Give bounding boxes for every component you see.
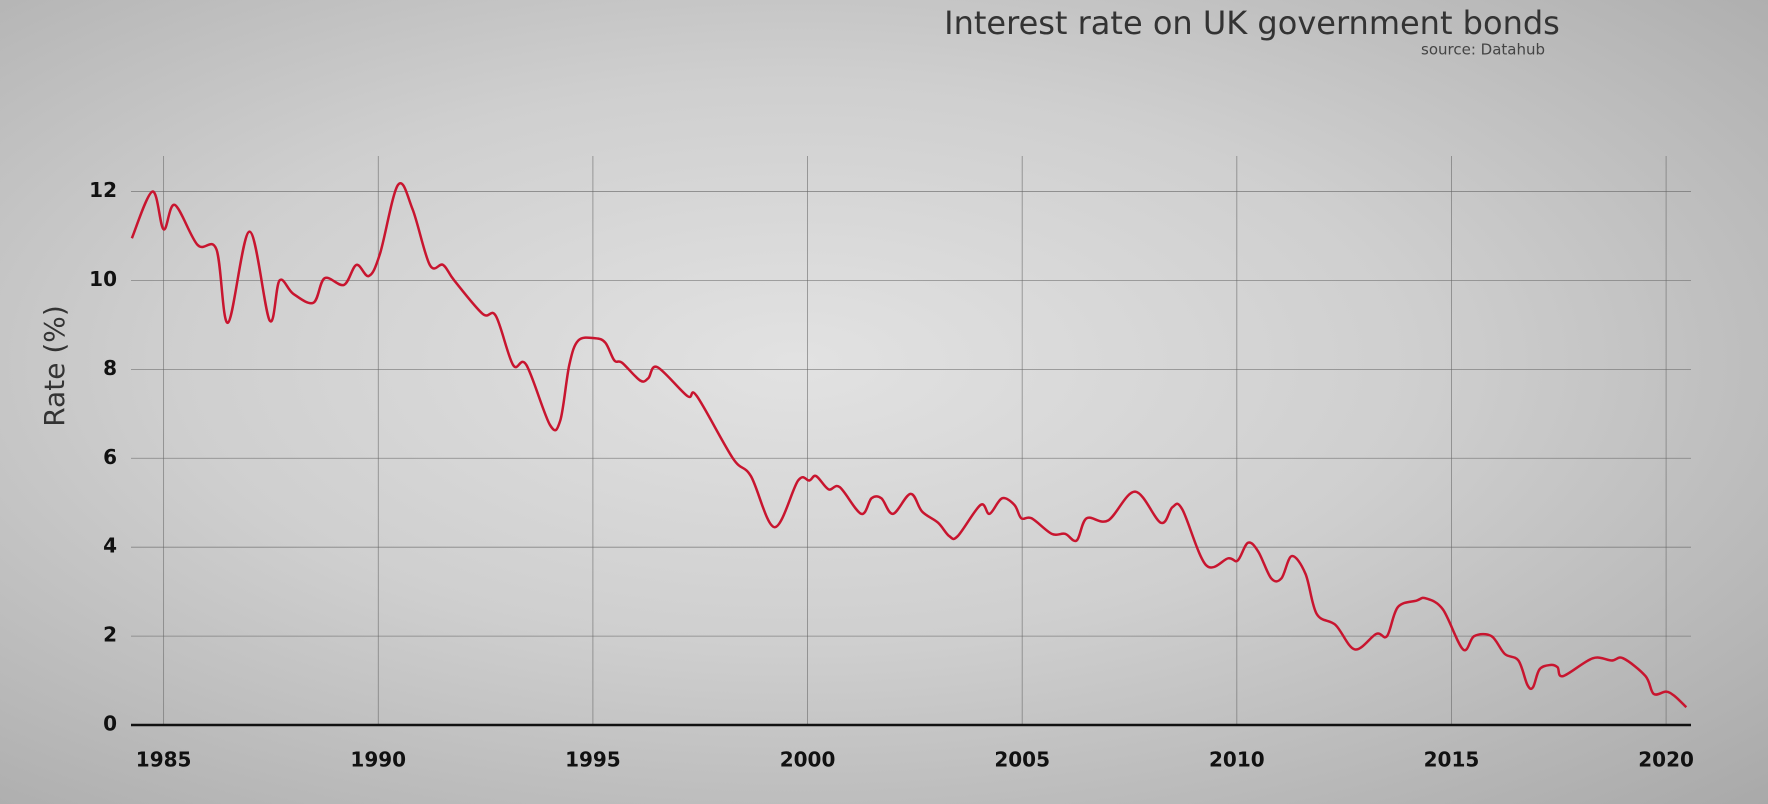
x-tick-label: 1990 bbox=[350, 748, 406, 772]
x-tick-label: 1995 bbox=[565, 748, 621, 772]
x-tick-label: 1985 bbox=[136, 748, 192, 772]
x-tick-label: 2000 bbox=[780, 748, 836, 772]
y-tick-label: 8 bbox=[103, 356, 117, 380]
y-axis-label: Rate (%) bbox=[38, 305, 71, 427]
y-tick-label: 12 bbox=[89, 178, 117, 202]
y-tick-label: 10 bbox=[89, 267, 117, 291]
y-tick-label: 0 bbox=[103, 712, 117, 736]
y-tick-label: 6 bbox=[103, 445, 117, 469]
data-line bbox=[130, 182, 1688, 709]
x-tick-label: 2005 bbox=[994, 748, 1050, 772]
y-tick-label: 4 bbox=[103, 534, 117, 558]
x-tick-label: 2020 bbox=[1638, 748, 1694, 772]
y-tick-label: 2 bbox=[103, 623, 117, 647]
chart-title: Interest rate on UK government bonds bbox=[944, 4, 1560, 42]
x-tick-label: 2010 bbox=[1209, 748, 1265, 772]
chart-subtitle: source: Datahub bbox=[1421, 41, 1545, 59]
x-tick-label: 2015 bbox=[1424, 748, 1480, 772]
